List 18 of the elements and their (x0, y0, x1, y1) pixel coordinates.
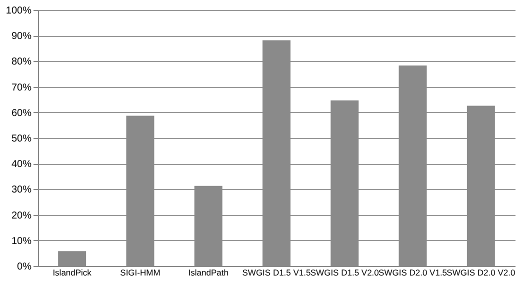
y-tick-label: 0% (17, 262, 32, 272)
y-tick-label: 30% (11, 184, 32, 196)
x-tick-label: IslandPick (52, 268, 92, 278)
y-tick-label: 60% (11, 108, 32, 119)
x-tick-label: SIGI-HMM (120, 268, 160, 278)
y-tick-label: 10% (11, 236, 32, 247)
y-tick-label: 20% (11, 210, 32, 222)
x-tick-label: SWGIS D1.5 V2.0 (310, 268, 380, 278)
x-tick-label: SWGIS D1.5 V1.5 (242, 268, 312, 278)
y-tick-label: 70% (11, 82, 32, 94)
x-tick-label: SWGIS D2.0 V2.0 (446, 268, 516, 278)
y-tick-label: 80% (11, 56, 32, 68)
y-tick-label: 90% (11, 31, 32, 42)
x-tick-label: IslandPath (188, 268, 229, 278)
y-tick-label: 100% (6, 6, 32, 16)
y-tick-label: 40% (11, 159, 32, 170)
x-tick-label: SWGIS D2.0 V1.5 (378, 268, 448, 278)
y-tick-label: 50% (11, 134, 32, 144)
